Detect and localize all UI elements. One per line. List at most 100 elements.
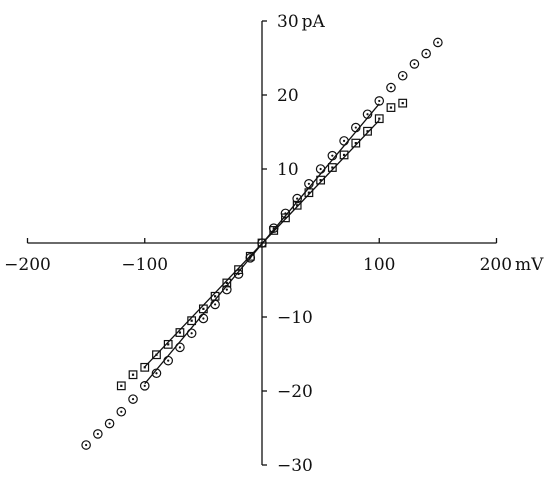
square-marker-box (374, 114, 384, 124)
square-marker-dot (178, 331, 182, 334)
square-marker-box (128, 370, 138, 380)
circle-marker-ring (128, 394, 138, 404)
circle-marker-ring (139, 381, 150, 391)
circle-marker (397, 70, 408, 81)
circle-marker-dot (401, 74, 404, 77)
square-marker (128, 370, 138, 380)
circle-marker-ring (198, 313, 209, 324)
circle-marker (304, 179, 314, 189)
square-marker-box (140, 362, 150, 372)
square-marker (339, 150, 349, 160)
square-marker-dot (260, 241, 264, 245)
circle-marker (374, 96, 385, 106)
square-marker-dot (225, 281, 228, 285)
circle-marker (163, 355, 173, 366)
square-marker-box (175, 328, 185, 337)
circle-marker-dot (214, 303, 217, 306)
circle-marker-dot (108, 422, 111, 425)
circle-marker-ring (292, 193, 302, 204)
circle-marker-dot (167, 359, 170, 362)
square-marker-box (292, 200, 302, 210)
x-unit-label: mV (515, 255, 544, 275)
circle-marker (222, 284, 232, 295)
square-marker (304, 188, 314, 198)
circle-marker-ring (397, 70, 408, 81)
y-tick-label: −10 (277, 308, 313, 328)
square-marker (187, 316, 197, 326)
square-marker (386, 103, 396, 112)
square-marker (140, 362, 150, 372)
circle-marker (315, 164, 326, 174)
y-tick-label: 30 pA (277, 12, 326, 32)
circle-marker-dot (225, 288, 228, 291)
circle-marker-dot (342, 139, 346, 142)
circle-marker (93, 429, 103, 439)
square-marker (398, 98, 408, 108)
circle-marker (362, 109, 373, 120)
circle-marker (175, 342, 185, 353)
square-marker-box (234, 265, 243, 275)
square-marker (374, 114, 384, 124)
square-marker (116, 381, 126, 391)
circle-marker-ring (374, 96, 385, 106)
square-marker-dot (167, 343, 170, 346)
square-marker-dot (331, 166, 334, 169)
circle-marker-dot (120, 410, 123, 413)
circle-marker-dot (378, 99, 381, 103)
circle-marker (327, 150, 338, 161)
square-marker-box (210, 291, 220, 301)
circle-marker (104, 418, 115, 429)
square-marker-dot (307, 191, 310, 194)
data-markers (81, 37, 443, 450)
circle-marker-dot (202, 317, 205, 320)
circle-marker-ring (163, 355, 173, 366)
circle-marker (210, 299, 220, 310)
circle-marker (245, 252, 256, 263)
circle-marker-ring (151, 368, 162, 379)
square-marker-box (198, 304, 208, 314)
circle-marker (339, 136, 349, 146)
circle-marker-ring (116, 406, 127, 417)
circle-marker-dot (307, 182, 310, 185)
square-marker-box (327, 163, 337, 172)
square-marker-dot (342, 153, 346, 157)
square-marker-box (386, 103, 396, 112)
circle-marker (128, 394, 138, 404)
square-marker-dot (237, 268, 240, 271)
circle-marker-dot (178, 346, 182, 349)
circle-marker-ring (93, 429, 103, 439)
square-marker-box (187, 316, 197, 326)
circle-marker-ring (175, 342, 185, 353)
x-tick-label: −200 (4, 255, 51, 275)
circle-marker-dot (413, 62, 416, 66)
circle-marker-dot (436, 41, 439, 44)
circle-marker-dot (96, 432, 99, 436)
square-marker-box (245, 251, 255, 261)
circle-marker-ring (104, 418, 115, 429)
square-marker-box (363, 126, 372, 136)
circle-marker-ring (409, 59, 420, 69)
circle-marker-dot (319, 167, 322, 171)
square-marker-dot (249, 255, 252, 258)
square-marker-box (257, 238, 267, 248)
square-marker-dot (389, 106, 393, 109)
square-marker-dot (284, 216, 287, 219)
circle-marker (116, 406, 127, 417)
circle-marker-dot (155, 372, 158, 375)
circle-marker-ring (433, 37, 443, 48)
circle-marker (433, 37, 443, 48)
circle-marker (421, 48, 431, 59)
square-marker-dot (202, 307, 205, 310)
circle-marker-ring (81, 440, 91, 450)
x-tick-label: 100 (363, 255, 395, 275)
circle-marker-ring (315, 164, 326, 174)
circle-marker-dot (366, 113, 369, 116)
circle-marker (198, 313, 209, 324)
circle-marker-ring (339, 136, 349, 146)
circle-marker-ring (386, 82, 396, 93)
square-marker-dot (120, 384, 123, 387)
circle-marker-ring (421, 48, 431, 59)
square-marker-box (163, 339, 173, 349)
square-marker (175, 328, 185, 337)
